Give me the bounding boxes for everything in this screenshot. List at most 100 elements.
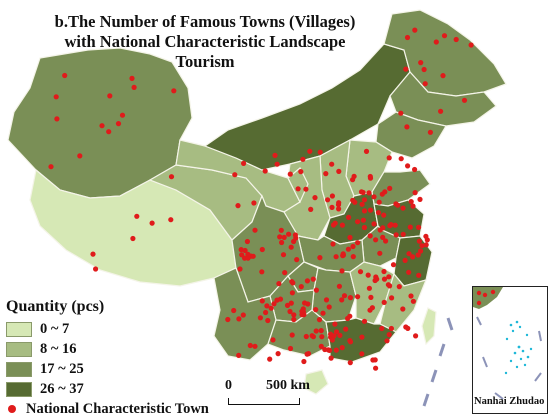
town-point xyxy=(363,148,370,154)
town-point xyxy=(433,39,439,45)
town-point xyxy=(279,239,285,246)
town-point xyxy=(377,250,383,256)
inset-coast xyxy=(473,287,503,309)
town-point xyxy=(90,251,96,257)
town-point xyxy=(372,277,378,284)
legend-swatch-3 xyxy=(6,361,32,377)
town-point xyxy=(365,272,371,278)
town-point xyxy=(298,169,304,175)
legend-point-row: National Characteristic Town xyxy=(6,399,209,419)
town-point xyxy=(377,227,383,233)
town-point xyxy=(303,186,309,192)
town-point xyxy=(302,300,308,306)
town-point xyxy=(93,266,99,272)
town-points xyxy=(48,27,474,371)
town-point xyxy=(313,307,319,313)
town-point xyxy=(329,193,335,199)
town-point xyxy=(247,342,253,349)
town-point xyxy=(388,222,394,228)
town-point xyxy=(410,254,416,260)
town-point xyxy=(149,220,155,226)
town-point xyxy=(336,200,342,206)
town-point xyxy=(317,149,323,155)
town-point xyxy=(400,231,406,237)
title-line-2: with National Characteristic Landscape T… xyxy=(64,32,346,71)
town-point xyxy=(345,246,351,252)
town-point xyxy=(62,72,68,79)
town-point xyxy=(130,235,136,242)
town-point xyxy=(407,224,413,230)
town-point xyxy=(250,253,256,259)
region-hubei xyxy=(297,235,365,273)
town-point xyxy=(423,233,429,239)
region-hainan xyxy=(303,369,329,395)
town-point xyxy=(371,221,377,227)
town-point xyxy=(259,298,265,304)
town-point xyxy=(415,252,421,258)
town-point xyxy=(345,315,351,322)
town-point xyxy=(410,298,416,304)
town-point xyxy=(419,243,425,249)
town-point xyxy=(54,116,60,122)
town-point xyxy=(267,356,273,362)
town-point xyxy=(361,197,368,203)
town-point xyxy=(339,268,345,274)
town-point xyxy=(280,252,287,258)
town-point xyxy=(291,316,297,323)
town-point xyxy=(333,254,339,260)
legend-label-1: 0 ~ 7 xyxy=(40,320,70,337)
town-point xyxy=(328,331,334,337)
town-point xyxy=(416,272,422,278)
town-point xyxy=(337,332,343,338)
town-point xyxy=(440,73,446,79)
town-point xyxy=(318,328,324,334)
town-point xyxy=(383,238,389,244)
region-jilin xyxy=(389,71,497,127)
town-point xyxy=(107,93,113,99)
town-point xyxy=(168,174,175,180)
town-point xyxy=(259,269,265,275)
town-point xyxy=(323,297,330,303)
town-point xyxy=(355,219,361,225)
town-point xyxy=(367,207,374,213)
town-point xyxy=(48,164,54,170)
town-point xyxy=(386,274,392,280)
town-point xyxy=(387,185,393,191)
town-point xyxy=(329,337,335,343)
nine-dash-line xyxy=(422,317,454,407)
town-point xyxy=(252,343,258,349)
town-point xyxy=(355,294,361,300)
town-point xyxy=(359,351,365,357)
town-point xyxy=(416,238,422,244)
inset-town-dot xyxy=(490,289,496,295)
town-point xyxy=(304,278,310,284)
town-point xyxy=(336,283,342,289)
legend-class-2: 8 ~ 16 xyxy=(6,339,209,359)
scale-zero: 0 xyxy=(225,378,232,393)
town-point xyxy=(301,358,307,365)
town-point xyxy=(168,217,174,223)
town-point xyxy=(326,304,332,310)
town-point xyxy=(422,81,428,87)
town-point xyxy=(244,238,250,245)
town-point xyxy=(468,42,474,48)
town-point xyxy=(281,234,287,240)
town-point xyxy=(375,210,382,216)
town-point xyxy=(134,213,140,219)
town-point xyxy=(381,212,387,218)
town-point xyxy=(240,312,246,318)
province-regions xyxy=(7,9,507,395)
town-point xyxy=(347,360,353,366)
town-point xyxy=(392,222,398,228)
town-point xyxy=(295,186,301,192)
town-point xyxy=(357,269,364,275)
town-point xyxy=(292,232,298,238)
town-point xyxy=(418,248,424,254)
legend-label-3: 17 ~ 25 xyxy=(40,360,84,377)
town-point xyxy=(368,294,374,300)
town-point xyxy=(333,329,340,335)
town-point xyxy=(386,332,392,338)
town-point xyxy=(360,189,366,196)
town-point xyxy=(417,196,423,202)
